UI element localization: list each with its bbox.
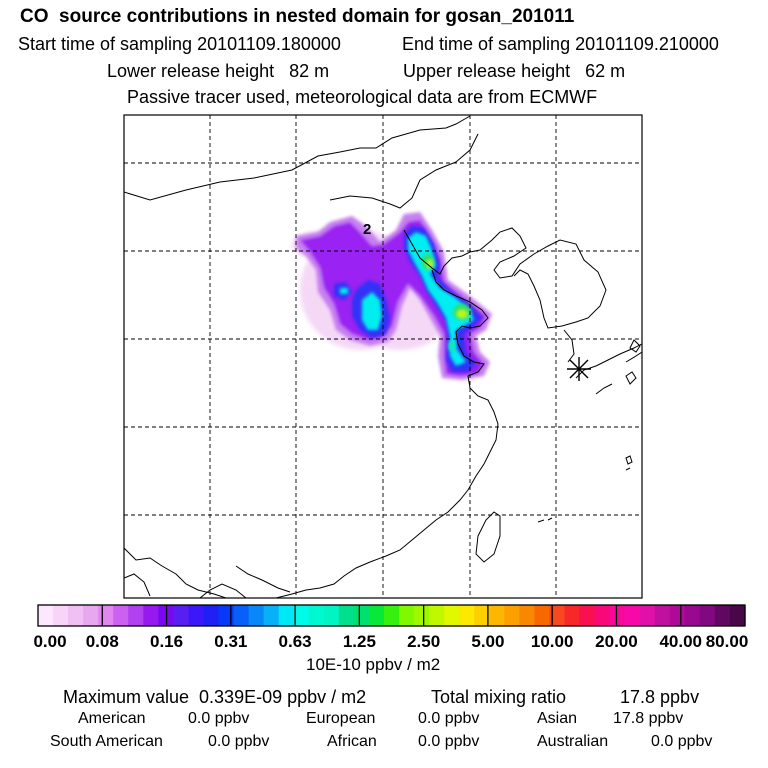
colorbar-swatch bbox=[323, 605, 340, 626]
colorbar-tick-label: 10.00 bbox=[530, 632, 574, 651]
colorbar-swatch bbox=[399, 605, 415, 626]
region-name: Australian bbox=[537, 733, 609, 750]
colorbar-swatch bbox=[53, 605, 69, 626]
colorbar-swatch bbox=[278, 605, 295, 626]
colorbar-tick-label: 5.00 bbox=[471, 632, 505, 651]
colorbar-swatch bbox=[368, 605, 385, 626]
colorbar-swatch bbox=[474, 605, 490, 626]
region-name: American bbox=[78, 710, 146, 727]
coastlines bbox=[124, 115, 642, 598]
upper-release-label: Upper release height 62 m bbox=[403, 61, 626, 81]
colorbar-swatch bbox=[729, 605, 746, 626]
colorbar-tick-label: 0.00 bbox=[33, 632, 67, 651]
lower-release-label: Lower release height 82 m bbox=[107, 61, 330, 81]
region-name: African bbox=[327, 733, 377, 750]
colorbar-swatch bbox=[248, 605, 265, 626]
colorbar-swatch bbox=[218, 605, 235, 626]
colorbar-swatch bbox=[98, 605, 114, 626]
region-value: 0.0 ppbv bbox=[208, 733, 270, 750]
plume-peak bbox=[422, 254, 471, 352]
colorbar-swatch bbox=[83, 605, 99, 626]
end-time-label: End time of sampling 20101109.210000 bbox=[402, 34, 719, 54]
receptor-marker bbox=[567, 357, 591, 381]
colorbar-tick-label: 80.00 bbox=[705, 632, 749, 651]
colorbar-swatch bbox=[353, 605, 370, 626]
colorbar-tick-label: 0.63 bbox=[278, 632, 312, 651]
colorbar-swatch bbox=[549, 605, 566, 626]
colorbar-swatch bbox=[263, 605, 280, 626]
colorbar-tick-label: 1.25 bbox=[342, 632, 376, 651]
tracer-note: Passive tracer used, meteorological data… bbox=[127, 87, 598, 107]
colorbar-swatch bbox=[609, 605, 626, 626]
colorbar-tick-label: 2.50 bbox=[407, 632, 441, 651]
colorbar-swatch bbox=[519, 605, 535, 626]
colorbar-swatch bbox=[233, 605, 250, 626]
region-value: 0.0 ppbv bbox=[188, 710, 250, 727]
colorbar-swatch bbox=[444, 605, 460, 626]
region-name: South American bbox=[50, 733, 163, 750]
region-name: European bbox=[306, 710, 376, 727]
chart-title: CO source contributions in nested domain… bbox=[20, 6, 575, 27]
colorbar-swatch bbox=[534, 605, 551, 626]
colorbar-tick-label: 40.00 bbox=[659, 632, 702, 651]
colorbar-swatch bbox=[188, 605, 205, 626]
colorbar-swatch bbox=[459, 605, 475, 626]
colorbar-swatch bbox=[414, 605, 430, 626]
colorbar-swatch bbox=[684, 605, 701, 626]
colorbar-swatch bbox=[669, 605, 686, 626]
total-mixing-label: Total mixing ratio bbox=[431, 687, 567, 707]
colorbar-swatch bbox=[504, 605, 520, 626]
start-time-label: Start time of sampling 20101109.180000 bbox=[18, 34, 341, 54]
colorbar-swatch bbox=[594, 605, 611, 626]
colorbar-swatch bbox=[38, 605, 54, 626]
contour-number-label: 2 bbox=[363, 221, 371, 238]
region-value: 17.8 ppbv bbox=[613, 710, 684, 727]
plume-purple bbox=[296, 212, 492, 380]
region-value: 0.0 ppbv bbox=[418, 710, 480, 727]
colorbar-swatch bbox=[699, 605, 716, 626]
colorbar-swatch bbox=[143, 605, 159, 626]
max-value-label: Maximum value 0.339E-09 ppbv / m2 bbox=[63, 687, 367, 707]
colorbar-swatch bbox=[429, 605, 445, 626]
colorbar-swatch bbox=[293, 605, 310, 626]
total-mixing-value: 17.8 ppbv bbox=[620, 687, 700, 707]
region-value: 0.0 ppbv bbox=[651, 733, 713, 750]
colorbar-swatch bbox=[68, 605, 84, 626]
colorbar-ticks bbox=[101, 605, 682, 626]
colorbar-swatch bbox=[564, 605, 581, 626]
colorbar-tick-label: 0.31 bbox=[214, 632, 248, 651]
colorbar-frame bbox=[37, 604, 746, 627]
colorbar-swatch bbox=[203, 605, 220, 626]
colorbar-tick-label: 20.00 bbox=[595, 632, 638, 651]
colorbar-swatch bbox=[579, 605, 596, 626]
colorbar-swatch bbox=[383, 605, 400, 626]
region-name: Asian bbox=[537, 710, 578, 727]
plot-frame bbox=[123, 114, 643, 599]
colorbar-swatch bbox=[173, 605, 190, 626]
colorbar-swatch bbox=[624, 605, 641, 626]
colorbar-swatch bbox=[639, 605, 656, 626]
colorbar-swatch bbox=[714, 605, 731, 626]
colorbar-swatch bbox=[654, 605, 671, 626]
colorbar-swatch bbox=[489, 605, 505, 626]
colorbar-units: 10E-10 ppbv / m2 bbox=[306, 655, 441, 674]
grid-lines bbox=[124, 115, 642, 598]
colorbar-tick-label: 0.08 bbox=[85, 632, 119, 651]
colorbar-tick-label: 0.16 bbox=[149, 632, 184, 651]
colorbar-swatch bbox=[338, 605, 355, 626]
colorbar-swatch bbox=[113, 605, 129, 626]
colorbar-swatch bbox=[128, 605, 144, 626]
region-value: 0.0 ppbv bbox=[418, 733, 480, 750]
colorbar-swatch bbox=[308, 605, 325, 626]
colorbar bbox=[37, 604, 746, 627]
